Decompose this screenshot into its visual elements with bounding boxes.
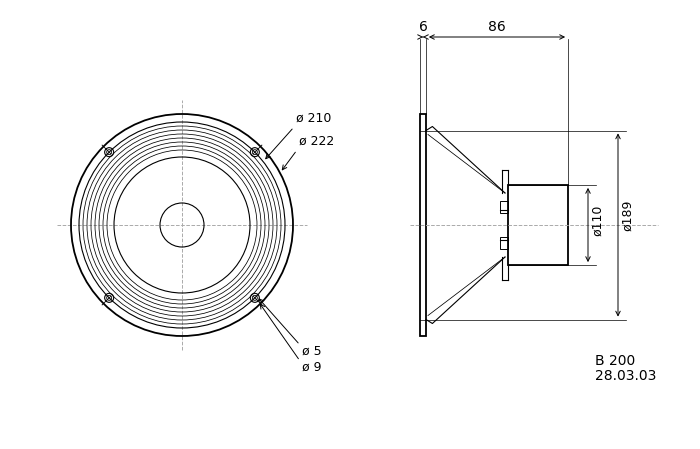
Text: ø 222: ø 222 — [299, 135, 335, 148]
Text: 86: 86 — [488, 20, 506, 34]
Text: ø110: ø110 — [591, 204, 604, 236]
Bar — [500, 201, 508, 213]
Text: B 200: B 200 — [595, 354, 636, 368]
Bar — [420, 114, 426, 336]
Bar — [500, 237, 508, 249]
Bar — [508, 185, 568, 265]
Text: ø 210: ø 210 — [296, 112, 331, 125]
Text: 6: 6 — [419, 20, 428, 34]
Text: ø 5: ø 5 — [302, 345, 321, 358]
Text: 28.03.03: 28.03.03 — [595, 369, 657, 383]
Text: ø 9: ø 9 — [302, 361, 321, 374]
Text: ø189: ø189 — [621, 199, 634, 231]
